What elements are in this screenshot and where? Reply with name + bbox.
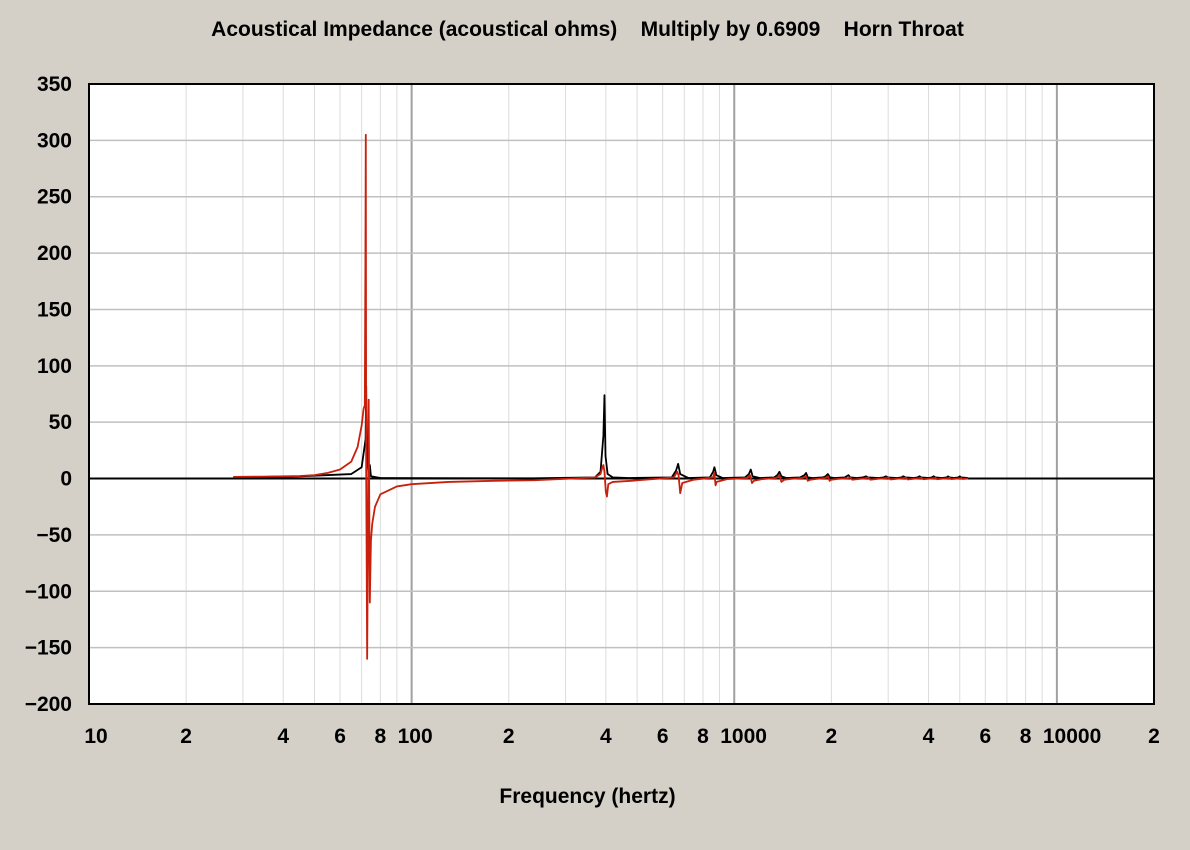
x-tick-label: 2 <box>503 725 515 748</box>
x-tick-label: 4 <box>600 725 612 748</box>
x-tick-label: 8 <box>1020 725 1032 748</box>
y-tick-label: 150 <box>37 298 72 321</box>
y-tick-label: 50 <box>49 411 72 434</box>
y-tick-label: 300 <box>37 129 72 152</box>
y-tick-label: −100 <box>25 580 72 603</box>
y-tick-label: 0 <box>60 468 72 491</box>
x-tick-label: 10 <box>84 725 107 748</box>
x-tick-label: 2 <box>826 725 838 748</box>
chart-title: Acoustical Impedance (acoustical ohms) M… <box>211 18 964 41</box>
x-tick-label: 6 <box>979 725 991 748</box>
x-tick-label: 8 <box>375 725 387 748</box>
x-tick-labels: 10 2 4 6 8 100 2 4 6 8 1000 2 4 6 8 10000 2 <box>84 725 1160 748</box>
x-tick-label: 6 <box>334 725 346 748</box>
grid-layer <box>89 84 1154 704</box>
x-tick-label: 4 <box>277 725 289 748</box>
y-tick-label: 200 <box>37 242 72 265</box>
y-tick-label: −50 <box>36 524 72 547</box>
series-layer <box>233 133 968 660</box>
x-tick-label: 2 <box>1148 725 1160 748</box>
x-tick-label: 1000 <box>720 725 767 748</box>
plot-area <box>89 84 1154 704</box>
series-line-red <box>233 133 968 660</box>
plot-frame <box>88 83 1155 705</box>
y-tick-label: 100 <box>37 355 72 378</box>
y-tick-labels: 350 300 250 200 150 100 50 0 −50 −100 −150 −200 <box>25 73 72 716</box>
y-tick-label: 250 <box>37 186 72 209</box>
x-tick-label: 6 <box>657 725 669 748</box>
x-tick-label: 2 <box>180 725 192 748</box>
x-tick-label: 8 <box>697 725 709 748</box>
y-tick-label: −150 <box>25 637 72 660</box>
x-axis-label: Frequency (hertz) <box>499 785 676 808</box>
x-tick-label: 100 <box>398 725 433 748</box>
x-tick-label: 10000 <box>1043 725 1101 748</box>
x-tick-label: 4 <box>923 725 935 748</box>
y-tick-label: −200 <box>25 693 72 716</box>
y-tick-label: 350 <box>37 73 72 96</box>
